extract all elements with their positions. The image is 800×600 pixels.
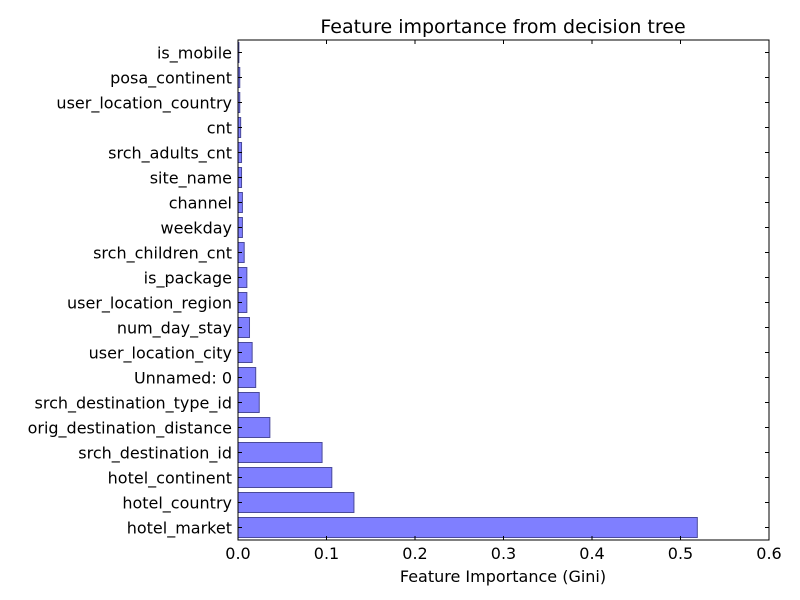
x-tick-label: 0.6	[756, 544, 781, 563]
x-tick-label: 0.0	[225, 544, 250, 563]
y-tick-label: weekday	[161, 219, 232, 238]
y-tick-label: user_location_country	[56, 94, 232, 114]
bar-orig-destination-distance	[237, 417, 271, 438]
y-tick-labels: hotel_market hotel_country hotel_continent…	[28, 44, 232, 539]
x-tick-label: 0.5	[668, 544, 693, 563]
x-tick-labels: 0.0 0.1 0.2 0.3 0.4 0.5 0.6	[225, 544, 781, 563]
chart-title: Feature importance from decision tree	[320, 16, 685, 38]
plot-frame	[237, 39, 770, 541]
bar-hotel-continent	[237, 467, 333, 488]
y-tick-label: hotel_country	[122, 494, 232, 514]
y-tick-label: hotel_continent	[108, 469, 232, 489]
y-tick-label: srch_destination_type_id	[35, 394, 233, 414]
y-tick-label: site_name	[150, 169, 232, 189]
y-tick-label: orig_destination_distance	[28, 419, 232, 439]
bar-hotel-market	[237, 517, 698, 538]
y-tick-label: num_day_stay	[117, 319, 232, 339]
y-tick-label: user_location_region	[67, 294, 232, 314]
y-tick-label: cnt	[207, 119, 232, 138]
x-tick-label: 0.1	[314, 544, 339, 563]
y-tick-label: channel	[169, 194, 232, 213]
x-tick-label: 0.3	[491, 544, 516, 563]
y-tick-label: is_mobile	[157, 44, 232, 64]
y-tick-label: is_package	[144, 269, 232, 289]
x-tick-label: 0.4	[579, 544, 604, 563]
bars-layer	[237, 42, 698, 538]
y-tick-label: user_location_city	[89, 344, 232, 364]
y-tick-label: hotel_market	[127, 519, 232, 539]
y-tick-label: posa_continent	[110, 69, 232, 89]
y-tick-label: Unnamed: 0	[134, 369, 232, 388]
x-axis-title: Feature Importance (Gini)	[400, 567, 606, 586]
x-tick-label: 0.2	[402, 544, 427, 563]
bar-srch-destination-id	[237, 442, 323, 463]
y-tick-label: srch_adults_cnt	[108, 144, 232, 164]
ticks-layer	[237, 40, 770, 540]
y-tick-label: srch_destination_id	[78, 444, 232, 464]
y-tick-label: srch_children_cnt	[93, 244, 232, 264]
bar-hotel-country	[237, 492, 355, 513]
